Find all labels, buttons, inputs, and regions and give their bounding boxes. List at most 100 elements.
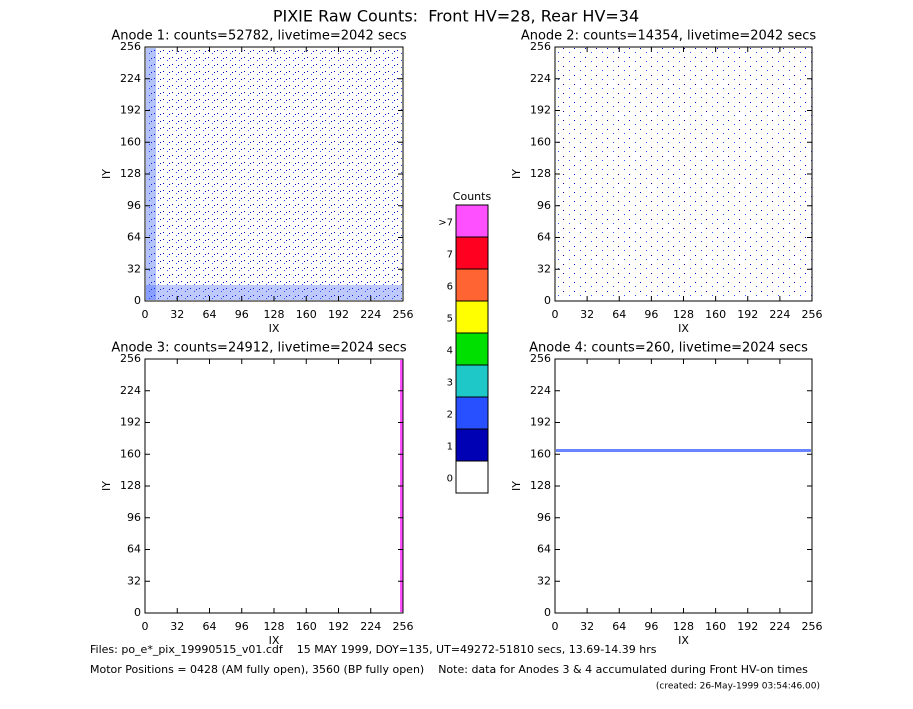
texture	[146, 48, 156, 300]
texture	[146, 48, 402, 300]
x-tick-label: 192	[737, 620, 758, 633]
x-tick-label: 224	[360, 620, 381, 633]
y-tick-label: 160	[120, 447, 141, 460]
colorbar-box	[455, 428, 489, 462]
colorbar-title: Counts	[453, 190, 492, 203]
x-tick-label: 160	[296, 620, 317, 633]
y-tick-label: 192	[530, 104, 551, 117]
x-tick-label: 32	[580, 308, 594, 321]
x-tick-label: 256	[802, 308, 823, 321]
x-tick-label: 32	[170, 620, 184, 633]
footer: (created: 26-May-1999 03:54:46.00)	[656, 682, 820, 692]
x-tick-label: 192	[328, 620, 349, 633]
y-tick-label: 64	[127, 543, 141, 556]
x-tick-label: 128	[264, 620, 285, 633]
x-axis-label: IX	[269, 634, 280, 647]
panel-title: Anode 2: counts=14354, livetime=2042 sec…	[521, 29, 817, 44]
y-tick-label: 192	[120, 416, 141, 429]
footer: Motor Positions = 0428 (AM fully open), …	[90, 663, 808, 676]
y-tick-label: 128	[530, 479, 551, 492]
colorbar-label: 6	[447, 282, 453, 293]
y-tick-label: 96	[537, 199, 551, 212]
colorbar-label: 4	[447, 346, 453, 357]
colorbar-label: 3	[447, 378, 453, 389]
y-tick-label: 224	[120, 384, 141, 397]
y-tick-label: 160	[120, 135, 141, 148]
colorbar-box	[455, 396, 489, 430]
y-tick-label: 64	[127, 231, 141, 244]
x-tick-label: 64	[612, 620, 626, 633]
x-tick-label: 64	[203, 308, 217, 321]
y-tick-label: 0	[134, 606, 141, 619]
y-tick-label: 160	[530, 447, 551, 460]
colorbar-box	[455, 236, 489, 270]
y-tick-label: 96	[127, 511, 141, 524]
colorbar-box	[455, 268, 489, 302]
x-tick-label: 96	[644, 308, 658, 321]
y-tick-label: 256	[530, 352, 551, 365]
y-tick-label: 256	[530, 40, 551, 53]
y-tick-label: 224	[530, 72, 551, 85]
y-tick-label: 32	[127, 262, 141, 275]
y-tick-label: 32	[537, 574, 551, 587]
x-axis-label: IX	[678, 634, 689, 647]
y-tick-label: 0	[544, 294, 551, 307]
page-title: PIXIE Raw Counts: Front HV=28, Rear HV=3…	[273, 7, 639, 26]
y-axis-label: IY	[100, 169, 113, 179]
x-tick-label: 96	[235, 308, 249, 321]
y-tick-label: 192	[120, 104, 141, 117]
y-axis-label: IY	[510, 169, 523, 179]
x-tick-label: 224	[769, 620, 790, 633]
x-axis-label: IX	[269, 322, 280, 335]
x-tick-label: 192	[328, 308, 349, 321]
x-tick-label: 64	[612, 308, 626, 321]
x-tick-label: 128	[673, 620, 694, 633]
y-tick-label: 32	[127, 574, 141, 587]
x-tick-label: 224	[360, 308, 381, 321]
colorbar-box	[455, 300, 489, 334]
x-tick-label: 0	[142, 308, 149, 321]
x-tick-label: 256	[393, 620, 414, 633]
colorbar-box	[455, 332, 489, 366]
y-tick-label: 224	[530, 384, 551, 397]
x-tick-label: 128	[673, 308, 694, 321]
x-tick-label: 32	[170, 308, 184, 321]
colorbar-label: 2	[447, 410, 453, 421]
y-tick-label: 32	[537, 262, 551, 275]
y-tick-label: 224	[120, 72, 141, 85]
x-tick-label: 160	[705, 620, 726, 633]
x-tick-label: 160	[705, 308, 726, 321]
x-tick-label: 96	[644, 620, 658, 633]
y-axis-label: IY	[100, 481, 113, 491]
y-tick-label: 128	[120, 167, 141, 180]
x-tick-label: 192	[737, 308, 758, 321]
y-tick-label: 256	[120, 40, 141, 53]
texture	[556, 449, 811, 452]
colorbar-box	[455, 204, 489, 238]
x-tick-label: 256	[393, 308, 414, 321]
x-tick-label: 0	[552, 620, 559, 633]
y-tick-label: 160	[530, 135, 551, 148]
x-tick-label: 128	[264, 308, 285, 321]
x-tick-label: 256	[802, 620, 823, 633]
x-tick-label: 96	[235, 620, 249, 633]
y-tick-label: 64	[537, 543, 551, 556]
y-axis-label: IY	[510, 481, 523, 491]
panel-title: Anode 3: counts=24912, livetime=2024 sec…	[111, 341, 407, 356]
y-tick-label: 0	[544, 606, 551, 619]
y-tick-label: 256	[120, 352, 141, 365]
x-tick-label: 0	[552, 308, 559, 321]
x-tick-label: 0	[142, 620, 149, 633]
x-axis-label: IX	[678, 322, 689, 335]
x-tick-label: 64	[203, 620, 217, 633]
y-tick-label: 128	[530, 167, 551, 180]
y-tick-label: 96	[127, 199, 141, 212]
y-tick-label: 192	[530, 416, 551, 429]
y-tick-label: 0	[134, 294, 141, 307]
colorbar-label: 5	[447, 314, 453, 325]
colorbar-box	[455, 460, 489, 494]
colorbar-label: 1	[447, 442, 453, 453]
x-tick-label: 224	[769, 308, 790, 321]
y-tick-label: 64	[537, 231, 551, 244]
